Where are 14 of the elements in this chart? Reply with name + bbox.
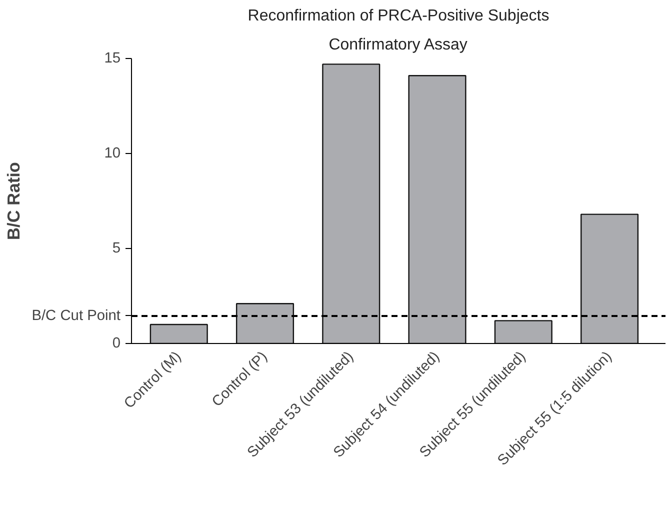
y-tick-label: 15 — [104, 50, 121, 66]
bar — [236, 303, 294, 344]
y-axis-title: B/C Ratio — [4, 162, 24, 240]
bar — [408, 75, 466, 344]
y-tick-label: 5 — [112, 240, 121, 256]
chart-title: Reconfirmation of PRCA-Positive Subjects — [248, 8, 550, 24]
bar — [494, 320, 552, 344]
chart-subtitle: Confirmatory Assay — [328, 36, 468, 54]
bar — [150, 324, 208, 344]
bar — [580, 214, 639, 344]
bar — [322, 64, 380, 344]
y-tick-label: 10 — [104, 146, 121, 162]
ref-line-label: B/C Cut Point — [32, 308, 121, 324]
y-tick-label: 0 — [112, 336, 121, 352]
